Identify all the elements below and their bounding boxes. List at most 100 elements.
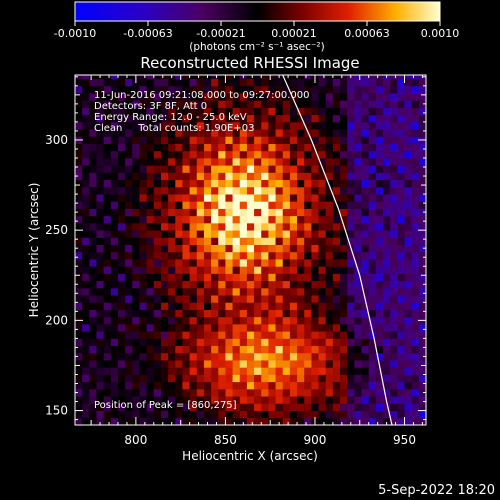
heatmap-cell <box>182 114 191 123</box>
heatmap-cell <box>232 352 241 361</box>
heatmap-cell <box>189 129 198 137</box>
heatmap-cell <box>397 360 405 368</box>
heatmap-cell <box>139 352 148 361</box>
heatmap-cell <box>96 302 105 310</box>
heatmap-cell <box>153 280 162 289</box>
heatmap-cell <box>182 251 191 260</box>
heatmap-cell <box>203 143 212 152</box>
heatmap-cell <box>175 107 183 116</box>
heatmap-cell <box>139 230 148 238</box>
heatmap-cell <box>117 410 126 419</box>
heatmap-cell <box>375 266 384 274</box>
heatmap-cell <box>75 129 83 137</box>
heatmap-cell <box>325 230 334 238</box>
heatmap-cell <box>411 121 420 130</box>
heatmap-cell <box>297 345 305 354</box>
heatmap-cell <box>332 194 341 202</box>
heatmap-cell <box>139 345 148 354</box>
heatmap-cell <box>404 143 413 152</box>
heatmap-cell <box>211 85 219 94</box>
heatmap-cell <box>203 179 212 188</box>
heatmap-cell <box>239 78 248 87</box>
heatmap-cell <box>368 179 377 188</box>
heatmap-cell <box>268 194 276 202</box>
heatmap-cell <box>282 172 291 181</box>
heatmap-cell <box>103 237 112 245</box>
heatmap-cell <box>347 316 355 325</box>
heatmap-cell <box>332 331 341 339</box>
heatmap-cell <box>318 323 327 332</box>
heatmap-cell <box>397 323 405 332</box>
heatmap-cell <box>175 244 183 253</box>
heatmap-cell <box>218 150 226 159</box>
heatmap-cell <box>268 396 276 404</box>
heatmap-cell <box>203 194 212 202</box>
heatmap-cell <box>189 165 198 173</box>
heatmap-cell <box>418 309 426 318</box>
heatmap-cell <box>261 338 269 347</box>
heatmap-cell <box>397 143 405 152</box>
heatmap-cell <box>411 136 420 144</box>
heatmap-cell <box>96 417 105 425</box>
heatmap-cell <box>125 75 133 80</box>
heatmap-cell <box>168 367 176 375</box>
heatmap-cell <box>411 201 420 209</box>
heatmap-cell <box>218 114 226 123</box>
heatmap-cell <box>96 100 105 108</box>
heatmap-cell <box>347 222 355 231</box>
heatmap-cell <box>189 186 198 195</box>
heatmap-cell <box>340 295 348 303</box>
heatmap-cell <box>175 388 183 397</box>
heatmap-cell <box>117 143 126 152</box>
heatmap-cell <box>225 287 233 296</box>
heatmap-cell <box>354 150 362 159</box>
heatmap-cell <box>289 266 298 274</box>
heatmap-cell <box>332 360 341 368</box>
heatmap-cell <box>103 143 112 152</box>
heatmap-cell <box>390 179 398 188</box>
heatmap-cell <box>390 172 398 181</box>
heatmap-cell <box>418 273 426 282</box>
heatmap-cell <box>103 367 112 375</box>
heatmap-cell <box>318 121 327 130</box>
heatmap-cell <box>411 374 420 383</box>
heatmap-cell <box>347 100 355 108</box>
heatmap-cell <box>404 222 413 231</box>
heatmap-cell <box>232 165 241 173</box>
heatmap-cell <box>132 172 140 181</box>
heatmap-cell <box>304 136 312 144</box>
heatmap-cell <box>239 403 248 411</box>
heatmap-cell <box>132 93 140 101</box>
heatmap-cell <box>182 360 191 368</box>
heatmap-cell <box>354 345 362 354</box>
heatmap-cell <box>268 417 276 425</box>
heatmap-cell <box>254 129 262 137</box>
heatmap-cell <box>117 194 126 202</box>
heatmap-cell <box>168 114 176 123</box>
heatmap-cell <box>347 287 355 296</box>
heatmap-cell <box>246 360 255 368</box>
heatmap-cell <box>261 280 269 289</box>
heatmap-cell <box>117 352 126 361</box>
heatmap-cell <box>175 360 183 368</box>
heatmap-cell <box>297 100 305 108</box>
heatmap-cell <box>325 381 334 390</box>
heatmap-cell <box>196 403 205 411</box>
heatmap-cell <box>304 201 312 209</box>
heatmap-cell <box>404 417 413 425</box>
heatmap-cell <box>132 186 140 195</box>
heatmap-cell <box>125 157 133 166</box>
heatmap-cell <box>232 338 241 347</box>
heatmap-cell <box>418 222 426 231</box>
heatmap-cell <box>89 244 97 253</box>
heatmap-cell <box>383 273 391 282</box>
x-axis-label: Heliocentric X (arcsec) <box>182 449 318 463</box>
heatmap-cell <box>82 129 90 137</box>
heatmap-cell <box>340 172 348 181</box>
heatmap-cell <box>289 352 298 361</box>
heatmap-cell <box>368 287 377 296</box>
heatmap-cell <box>232 201 241 209</box>
heatmap-cell <box>196 360 205 368</box>
heatmap-cell <box>368 367 377 375</box>
heatmap-cell <box>311 360 319 368</box>
